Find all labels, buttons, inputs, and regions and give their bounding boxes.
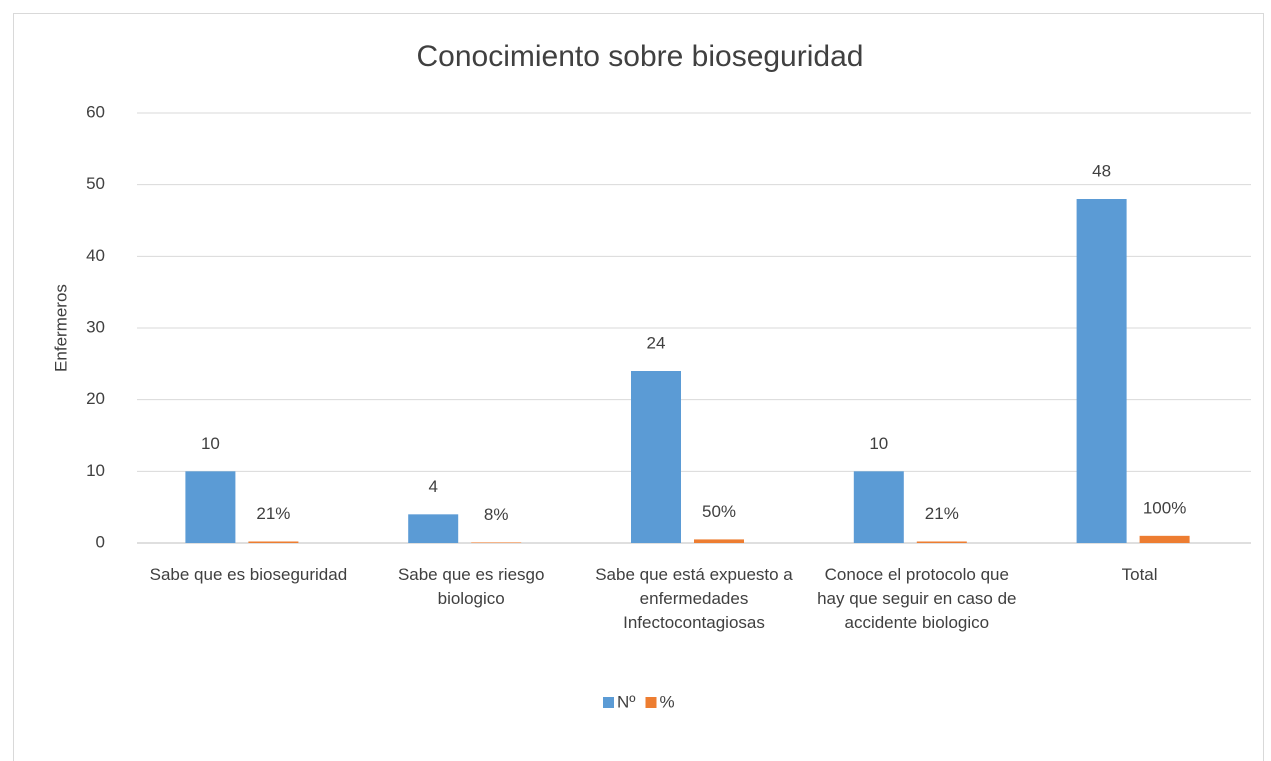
data-label: 48 xyxy=(1092,161,1111,180)
y-tick-label: 10 xyxy=(86,461,105,480)
data-label: 21% xyxy=(256,504,290,523)
bar xyxy=(916,541,967,543)
x-tick-label: Conoce el protocolo que hay que seguir e… xyxy=(817,565,1017,632)
bar xyxy=(408,514,459,543)
bar xyxy=(1076,199,1127,543)
y-tick-label: 60 xyxy=(86,102,105,121)
data-label: 21% xyxy=(925,504,959,523)
data-label: 24 xyxy=(647,333,666,352)
data-label: 100% xyxy=(1143,498,1186,517)
data-label: 8% xyxy=(484,505,509,524)
y-tick-label: 50 xyxy=(86,174,105,193)
bar xyxy=(694,539,744,543)
x-tick-label: Sabe que está expuesto a enfermedades In… xyxy=(595,565,793,632)
legend-swatch xyxy=(603,697,614,708)
legend-label: Nº xyxy=(617,692,636,711)
data-label: 50% xyxy=(702,502,736,521)
bar xyxy=(853,471,904,543)
bar xyxy=(248,541,299,543)
y-tick-label: 0 xyxy=(96,532,105,551)
x-tick-label: Sabe que es bioseguridad xyxy=(149,565,348,584)
y-tick-label: 40 xyxy=(86,246,105,265)
legend-label: % xyxy=(660,692,675,711)
bar xyxy=(631,371,681,543)
chart-title: Conocimiento sobre bioseguridad xyxy=(417,40,864,73)
bar xyxy=(185,471,236,543)
legend-swatch xyxy=(645,697,657,708)
data-label: 10 xyxy=(201,434,220,453)
x-tick-label: Total xyxy=(1121,565,1158,584)
x-tick-label: Sabe que es riesgo biologico xyxy=(397,565,545,608)
bar xyxy=(471,542,522,543)
y-tick-label: 20 xyxy=(86,389,105,408)
y-tick-label: 30 xyxy=(86,317,105,336)
bar xyxy=(1139,535,1190,543)
chart-border xyxy=(13,13,1264,761)
data-label: 4 xyxy=(428,477,437,496)
y-axis-title: Enfermeros xyxy=(51,284,70,372)
data-label: 10 xyxy=(869,434,888,453)
